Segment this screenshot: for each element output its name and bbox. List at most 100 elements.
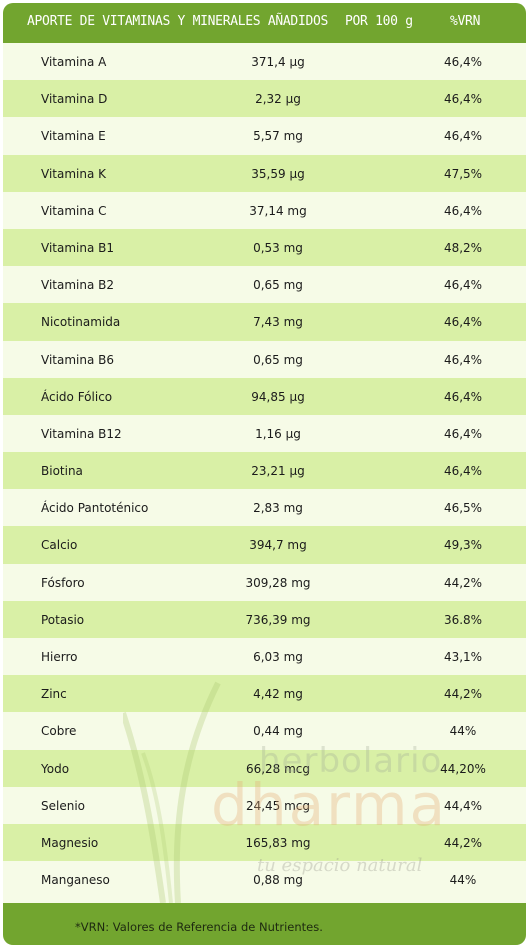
nutrient-vrn: 46,4%	[443, 464, 483, 479]
table-row: Vitamina A 371,4 µg 46,4%	[3, 43, 526, 81]
table-row: Vitamina K 35,59 µg 47,5%	[3, 154, 526, 192]
table-row: Zinc 4,42 mg 44,2%	[3, 675, 526, 713]
nutrient-amount: 0,65 mg	[253, 352, 303, 367]
table-footer: *VRN: Valores de Referencia de Nutriente…	[3, 903, 526, 945]
nutrient-vrn: 48,2%	[443, 240, 483, 255]
nutrient-amount: 0,88 mg	[253, 873, 303, 888]
table-row: Biotina 23,21 µg 46,4%	[3, 452, 526, 490]
header-per-100g: POR 100 g	[345, 14, 413, 29]
nutrient-amount: 309,28 mg	[245, 575, 311, 590]
nutrient-name: Cobre	[41, 724, 77, 739]
nutrient-vrn: 44,4%	[443, 798, 483, 813]
nutrient-name: Selenio	[41, 798, 85, 813]
nutrient-name: Hierro	[41, 650, 78, 664]
nutrient-amount: 2,32 µg	[255, 92, 301, 107]
nutrient-amount: 4,42 mg	[253, 687, 303, 702]
nutrient-amount: 6,03 mg	[253, 650, 303, 664]
nutrient-vrn: 46,4%	[443, 426, 483, 441]
nutrient-vrn: 46,4%	[443, 203, 483, 218]
table-row: Vitamina D 2,32 µg 46,4%	[3, 80, 526, 118]
footer-note: *VRN: Valores de Referencia de Nutriente…	[75, 920, 323, 934]
nutrient-amount: 94,85 µg	[251, 389, 305, 404]
nutrient-name: Vitamina K	[41, 166, 107, 181]
nutrient-amount: 37,14 mg	[249, 203, 307, 218]
nutrient-name: Vitamina B2	[41, 278, 115, 293]
nutrient-vrn: 36.8%	[443, 612, 483, 627]
nutrient-amount: 5,57 mg	[253, 129, 303, 144]
nutrient-vrn: 44,2%	[443, 687, 483, 702]
nutrient-amount: 66,28 mcg	[245, 761, 311, 776]
nutrient-name: Vitamina A	[41, 55, 107, 69]
nutrient-name: Ácido Fólico	[41, 389, 113, 404]
nutrient-vrn: 44%	[449, 724, 477, 739]
table-row: Vitamina B6 0,65 mg 46,4%	[3, 340, 526, 378]
nutrient-name: Magnesio	[41, 835, 99, 850]
nutrient-name: Vitamina B12	[41, 426, 122, 441]
nutrient-name: Vitamina E	[41, 129, 106, 144]
nutrient-vrn: 46,4%	[443, 389, 483, 404]
table-row: Vitamina C 37,14 mg 46,4%	[3, 191, 526, 229]
nutrient-vrn: 46,4%	[443, 278, 483, 293]
table-row: Vitamina B1 0,53 mg 48,2%	[3, 228, 526, 267]
nutrient-vrn: 46,4%	[443, 129, 483, 144]
nutrient-name: Vitamina C	[41, 203, 107, 218]
nutrient-name: Zinc	[41, 687, 67, 702]
table-row: Ácido Fólico 94,85 µg 46,4%	[3, 377, 526, 415]
nutrient-name: Ácido Pantoténico	[41, 501, 149, 516]
nutrient-name: Biotina	[41, 464, 83, 479]
table-row: Selenio 24,45 mcg 44,4%	[3, 786, 526, 824]
table-header: APORTE DE VITAMINAS Y MINERALES AÑADIDOS…	[3, 3, 526, 43]
nutrient-amount: 371,4 µg	[251, 55, 305, 69]
table-row: Fósforo 309,28 mg 44,2%	[3, 563, 526, 601]
nutrient-amount: 394,7 mg	[249, 538, 307, 553]
table-row: Yodo 66,28 mcg 44,20%	[3, 749, 526, 787]
nutrient-name: Vitamina B6	[41, 352, 115, 367]
nutrient-vrn: 44,2%	[443, 575, 483, 590]
nutrient-name: Vitamina B1	[41, 240, 115, 255]
table-row: Calcio 394,7 mg 49,3%	[3, 526, 526, 564]
nutrient-amount: 0,53 mg	[253, 240, 303, 255]
nutrient-vrn: 46,4%	[443, 315, 483, 330]
nutrient-vrn: 49,3%	[443, 538, 483, 553]
nutrient-amount: 24,45 mcg	[245, 798, 311, 813]
nutrient-name: Manganeso	[41, 873, 110, 888]
nutrient-vrn: 47,5%	[443, 166, 483, 181]
table-row: Vitamina B12 1,16 µg 46,4%	[3, 414, 526, 453]
table-row: Nicotinamida 7,43 mg 46,4%	[3, 303, 526, 341]
nutrient-amount: 7,43 mg	[253, 315, 303, 330]
table-row: Manganeso 0,88 mg 44%	[3, 861, 526, 899]
nutrient-amount: 1,16 µg	[255, 426, 301, 441]
nutrient-name: Calcio	[41, 538, 78, 553]
nutrient-amount: 23,21 µg	[251, 464, 305, 479]
nutrient-amount: 35,59 µg	[251, 166, 305, 181]
header-title: APORTE DE VITAMINAS Y MINERALES AÑADIDOS	[27, 14, 329, 29]
nutrient-amount: 0,65 mg	[253, 278, 303, 293]
table-row: Cobre 0,44 mg 44%	[3, 712, 526, 750]
nutrient-name: Potasio	[41, 612, 85, 627]
table-body: Vitamina A 371,4 µg 46,4% Vitamina D 2,32 µg…	[3, 43, 526, 899]
nutrient-vrn: 44%	[449, 873, 477, 888]
nutrient-vrn: 46,4%	[443, 92, 483, 107]
nutrient-vrn: 43,1%	[443, 650, 483, 664]
nutrient-vrn: 46,4%	[443, 352, 483, 367]
table-row: Potasio 736,39 mg 36.8%	[3, 600, 526, 638]
header-vrn: %VRN	[450, 14, 481, 29]
table-row: Vitamina E 5,57 mg 46,4%	[3, 117, 526, 155]
nutrient-amount: 165,83 mg	[245, 835, 311, 850]
table-row: Vitamina B2 0,65 mg 46,4%	[3, 266, 526, 304]
nutrient-amount: 736,39 mg	[245, 612, 311, 627]
table-row: Ácido Pantoténico 2,83 mg 46,5%	[3, 489, 526, 527]
nutrient-amount: 0,44 mg	[253, 724, 303, 739]
nutrition-table: APORTE DE VITAMINAS Y MINERALES AÑADIDOS…	[3, 3, 526, 945]
nutrient-amount: 2,83 mg	[253, 501, 303, 516]
nutrient-vrn: 44,20%	[440, 761, 486, 776]
table-row: Hierro 6,03 mg 43,1%	[3, 638, 526, 676]
nutrient-vrn: 46,4%	[443, 55, 483, 69]
nutrient-vrn: 46,5%	[443, 501, 483, 516]
nutrient-vrn: 44,2%	[443, 835, 483, 850]
table-row: Magnesio 165,83 mg 44,2%	[3, 823, 526, 862]
nutrient-name: Yodo	[41, 761, 70, 776]
nutrient-name: Nicotinamida	[41, 315, 121, 330]
nutrient-name: Fósforo	[41, 575, 85, 590]
nutrient-name: Vitamina D	[41, 92, 108, 107]
